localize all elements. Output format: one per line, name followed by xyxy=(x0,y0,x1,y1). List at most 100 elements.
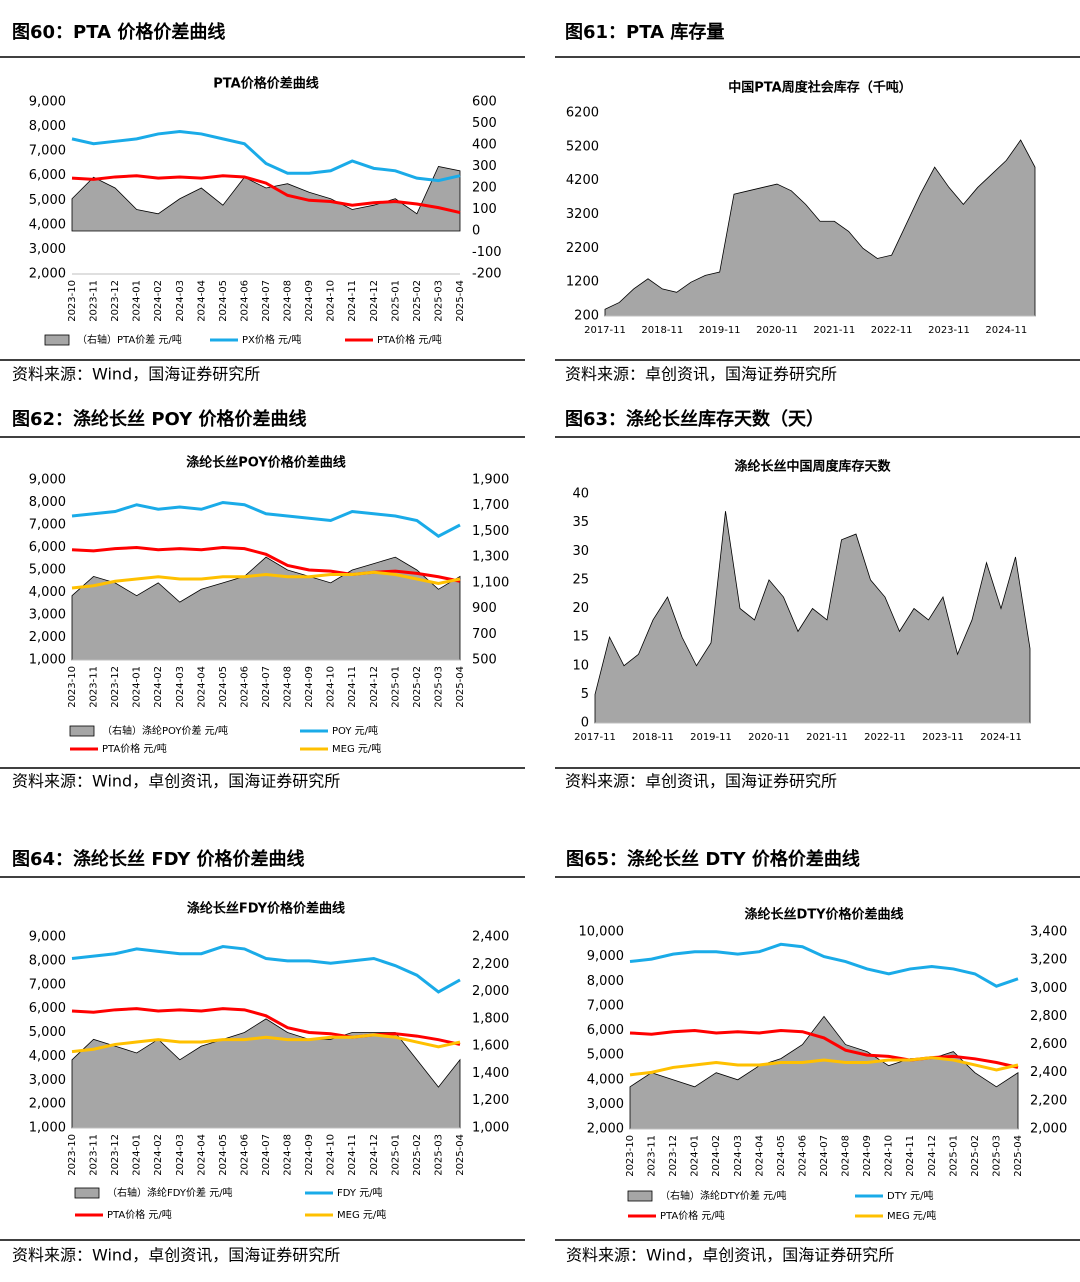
area xyxy=(71,556,461,661)
line xyxy=(629,1056,1019,1077)
y2-tick-label: 1,000 xyxy=(472,1121,509,1136)
x-tick-label: 2017-11 xyxy=(574,732,616,743)
x-tick-label: 2021-11 xyxy=(813,325,855,336)
y-tick-label: 2,000 xyxy=(29,1097,66,1112)
y2-tick-label: 100 xyxy=(472,202,497,217)
y-tick-label: 2,000 xyxy=(29,630,66,645)
area xyxy=(71,1018,461,1129)
x-tick-label: 2024-09 xyxy=(862,1135,873,1177)
y2-tick-label: 500 xyxy=(472,653,497,668)
y2-tick-label: 2,400 xyxy=(1030,1065,1067,1080)
y-tick-label: 7,000 xyxy=(29,144,66,159)
line xyxy=(71,500,461,539)
x-tick-label: 2024-08 xyxy=(283,1134,294,1176)
y2-tick-label: 2,000 xyxy=(1030,1122,1067,1137)
x-tick-label: 2024-11 xyxy=(347,1134,358,1176)
y-tick-label: 3,000 xyxy=(29,242,66,257)
x-tick-label: 2024-12 xyxy=(369,666,380,708)
line xyxy=(71,570,461,590)
y-tick-label: 4200 xyxy=(566,173,599,188)
y2-tick-label: 1,800 xyxy=(472,1011,509,1026)
x-tick-label: 2024-06 xyxy=(797,1135,808,1177)
y-tick-label: 5,000 xyxy=(29,193,66,208)
x-tick-label: 2024-07 xyxy=(261,280,272,322)
y2-tick-label: 1,700 xyxy=(472,498,509,513)
x-tick-label: 2024-11 xyxy=(347,280,358,322)
y-tick-label: 7,000 xyxy=(29,977,66,992)
y-tick-label: 8,000 xyxy=(29,953,66,968)
x-tick-label: 2024-10 xyxy=(326,280,337,322)
x-tick-label: 2024-06 xyxy=(239,280,250,322)
figure-caption: 图64：涤纶长丝 FDY 价格价差曲线 xyxy=(12,848,305,870)
y-tick-label: 5,000 xyxy=(587,1048,624,1063)
x-tick-label: 2019-11 xyxy=(699,325,741,336)
x-tick-label: 2024-11 xyxy=(347,666,358,708)
x-tick-label: 2023-11 xyxy=(89,280,100,322)
chart-title: 涤纶长丝中国周度库存天数 xyxy=(734,459,891,475)
x-tick-label: 2024-07 xyxy=(819,1135,830,1177)
x-tick-label: 2023-10 xyxy=(67,1134,78,1176)
y2-tick-label: 1,400 xyxy=(472,1066,509,1081)
x-tick-label: 2024-05 xyxy=(776,1135,787,1177)
x-tick-label: 2025-01 xyxy=(390,666,401,708)
x-tick-label: 2024-09 xyxy=(304,1134,315,1176)
x-tick-label: 2025-04 xyxy=(1013,1135,1024,1177)
y2-tick-label: 2,200 xyxy=(1030,1093,1067,1108)
x-tick-label: 2024-07 xyxy=(261,1134,272,1176)
y-tick-label: 7,000 xyxy=(587,998,624,1013)
source-note: 资料来源：Wind，卓创资讯，国海证券研究所 xyxy=(566,1246,894,1265)
y2-tick-label: 200 xyxy=(472,181,497,196)
x-tick-label: 2024-11 xyxy=(980,732,1022,743)
legend-label: PTA价格 元/吨 xyxy=(107,1208,172,1221)
x-tick-label: 2024-01 xyxy=(132,280,143,322)
legend-label: DTY 元/吨 xyxy=(887,1189,933,1202)
x-tick-label: 2023-10 xyxy=(625,1135,636,1177)
y2-tick-label: 700 xyxy=(472,627,497,642)
y2-tick-label: 900 xyxy=(472,601,497,616)
x-tick-label: 2024-02 xyxy=(711,1135,722,1177)
legend-label: PTA价格 元/吨 xyxy=(660,1209,725,1222)
legend-label: （右轴）涤纶DTY价差 元/吨 xyxy=(660,1189,786,1202)
x-tick-label: 2024-08 xyxy=(283,666,294,708)
y-tick-label: 15 xyxy=(572,630,589,645)
y-tick-label: 6,000 xyxy=(587,1023,624,1038)
y-tick-label: 2200 xyxy=(566,241,599,256)
x-tick-label: 2024-02 xyxy=(153,1134,164,1176)
source-note: 资料来源：Wind，卓创资讯，国海证券研究所 xyxy=(12,1246,340,1265)
x-tick-label: 2022-11 xyxy=(871,325,913,336)
x-tick-label: 2024-03 xyxy=(175,280,186,322)
x-tick-label: 2024-11 xyxy=(985,325,1027,336)
chart-title: 涤纶长丝FDY价格价差曲线 xyxy=(187,901,345,917)
x-tick-label: 2025-02 xyxy=(970,1135,981,1177)
y2-tick-label: 3,000 xyxy=(1030,981,1067,996)
line xyxy=(71,545,461,583)
line xyxy=(71,174,461,215)
y-tick-label: 1200 xyxy=(566,275,599,290)
x-tick-label: 2024-01 xyxy=(132,1134,143,1176)
y2-tick-label: -100 xyxy=(472,245,502,260)
y-tick-label: 3,000 xyxy=(29,1073,66,1088)
legend-swatch xyxy=(627,1190,653,1202)
line xyxy=(629,1028,1019,1069)
y-tick-label: 0 xyxy=(581,716,589,731)
x-tick-label: 2024-10 xyxy=(884,1135,895,1177)
legend-label: MEG 元/吨 xyxy=(887,1209,936,1222)
figure-caption: 图60：PTA 价格价差曲线 xyxy=(12,21,225,43)
y-tick-label: 2,000 xyxy=(29,267,66,282)
area xyxy=(604,139,1036,317)
x-tick-label: 2024-06 xyxy=(239,666,250,708)
y2-tick-label: 500 xyxy=(472,116,497,131)
y-tick-label: 9,000 xyxy=(29,930,66,945)
y-tick-label: 6,000 xyxy=(29,540,66,555)
y2-tick-label: 2,800 xyxy=(1030,1009,1067,1024)
legend-swatch xyxy=(44,334,70,346)
y2-tick-label: 400 xyxy=(472,138,497,153)
chart-title: 中国PTA周度社会库存（千吨） xyxy=(728,80,911,96)
y-tick-label: 30 xyxy=(572,544,589,559)
area xyxy=(629,1015,1019,1130)
x-tick-label: 2025-01 xyxy=(390,1134,401,1176)
y2-tick-label: 1,600 xyxy=(472,1039,509,1054)
y-tick-label: 5,000 xyxy=(29,563,66,578)
legend-label: （右轴）涤纶POY价差 元/吨 xyxy=(102,724,228,737)
